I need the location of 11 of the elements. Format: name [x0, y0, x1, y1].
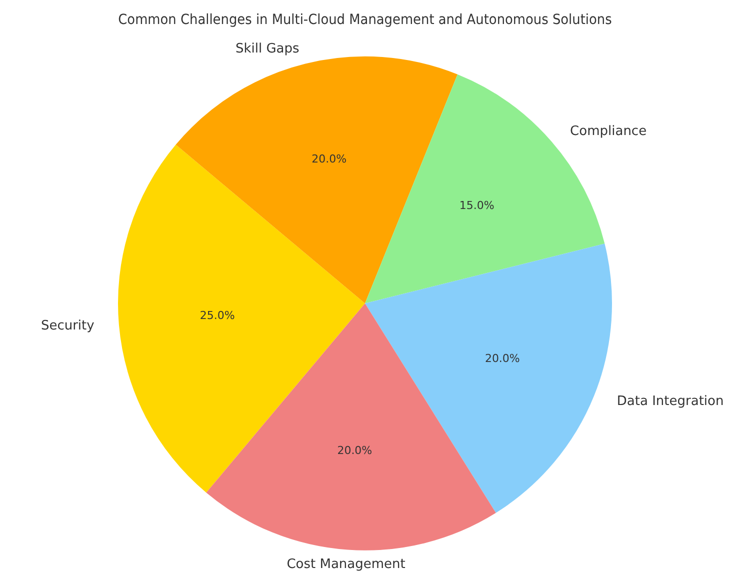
slice-label: Data Integration [616, 394, 724, 409]
slice-label: Security [40, 318, 95, 334]
slice-label: Skill Gaps [235, 42, 300, 57]
chart-title: Common Challenges in Multi-Cloud Management and Autonomous Solutions [118, 12, 612, 28]
data-label: 20.0% [484, 352, 520, 365]
slice-label: Cost Management [286, 556, 406, 572]
data-label: 15.0% [459, 199, 494, 212]
data-label: 20.0% [337, 444, 372, 458]
data-label: 25.0% [200, 309, 235, 322]
data-label: 20.0% [312, 152, 347, 166]
slice-label: Compliance [570, 124, 647, 140]
